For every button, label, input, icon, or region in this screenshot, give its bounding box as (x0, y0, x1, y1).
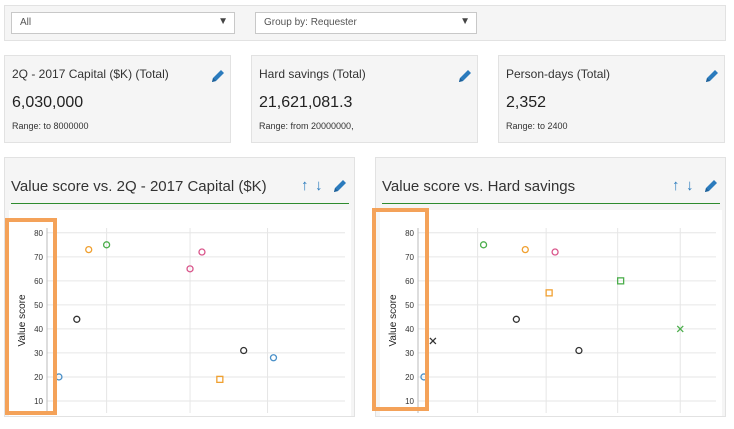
title-rule (382, 203, 720, 204)
pencil-icon[interactable] (457, 68, 473, 84)
kpi-value: 6,030,000 (12, 94, 84, 111)
y-tick-label: 30 (34, 349, 43, 358)
data-point (85, 245, 93, 254)
scope-select-value: All (20, 17, 32, 28)
kpi-value: 2,352 (506, 94, 547, 111)
data-point (240, 346, 248, 355)
y-axis-label: Value score (17, 294, 28, 347)
data-point (551, 248, 559, 256)
arrow-up-icon[interactable]: ↑ (672, 177, 680, 194)
y-tick-label: 10 (34, 397, 43, 406)
plot-background (9, 210, 351, 416)
kpi-range: Range: from 20000000, (259, 121, 354, 131)
arrow-up-icon[interactable]: ↑ (301, 177, 309, 194)
data-point (73, 315, 81, 323)
kpi-card-capital: 2Q - 2017 Capital ($K) (Total) 6,030,000… (4, 55, 231, 143)
y-tick-label: 10 (405, 397, 414, 406)
kpi-range: Range: to 8000000 (12, 121, 89, 131)
scatter-chart-hard-savings: 10 20 30 40 50 60 70 80 Value score (388, 228, 716, 413)
data-point (512, 315, 520, 323)
arrow-down-icon[interactable]: ↓ (686, 177, 694, 194)
data-point (429, 337, 437, 345)
y-tick-label: 50 (405, 301, 414, 310)
data-point (198, 248, 206, 256)
data-point (216, 375, 224, 384)
y-axis-label: Value score (388, 294, 399, 347)
y-tick-label: 80 (405, 229, 414, 238)
kpi-title: Hard savings (Total) (259, 67, 366, 81)
y-tick-label: 40 (405, 325, 414, 334)
data-point (545, 289, 553, 297)
y-tick-label: 50 (34, 301, 43, 310)
chart-title: Value score vs. 2Q - 2017 Capital ($K) (11, 178, 267, 195)
group-by-select-value: Group by: Requester (264, 17, 357, 28)
title-rule (11, 203, 349, 204)
data-point (102, 241, 111, 249)
y-tick-label: 60 (405, 277, 414, 286)
data-point (521, 245, 529, 254)
highlight-box (372, 208, 429, 411)
y-tick-label: 70 (34, 253, 43, 262)
pencil-icon[interactable] (704, 68, 720, 84)
chart-panel-capital: Value score vs. 2Q - 2017 Capital ($K) ↑… (4, 157, 355, 417)
data-point (479, 241, 488, 249)
plot-background (380, 210, 722, 416)
kpi-range: Range: to 2400 (506, 121, 568, 131)
data-point (616, 277, 625, 285)
chart-title: Value score vs. Hard savings (382, 178, 576, 195)
dropdown-arrow-icon: ▼ (218, 16, 228, 27)
kpi-value: 21,621,081.3 (259, 94, 353, 111)
y-tick-label: 80 (34, 229, 43, 238)
pencil-icon[interactable] (210, 68, 226, 84)
scatter-chart-capital: 10 20 30 40 50 60 70 80 Value score (17, 228, 345, 413)
chart-panel-hard-savings: Value score vs. Hard savings ↑ ↓ 10 20 30 4… (375, 157, 726, 417)
data-point-stroke (676, 325, 684, 333)
filter-bar: All ▼ Group by: Requester ▼ (4, 5, 726, 41)
data-point (269, 354, 278, 362)
kpi-card-hard-savings: Hard savings (Total) 21,621,081.3 Range:… (251, 55, 478, 143)
kpi-title: Person-days (Total) (506, 67, 611, 81)
data-point-stroke (429, 337, 437, 345)
pencil-icon[interactable] (332, 178, 348, 194)
kpi-card-person-days: Person-days (Total) 2,352 Range: to 2400 (498, 55, 725, 143)
y-tick-label: 40 (34, 325, 43, 334)
data-point (575, 346, 583, 355)
pencil-icon[interactable] (703, 178, 719, 194)
group-by-select[interactable]: Group by: Requester ▼ (255, 12, 477, 34)
arrow-down-icon[interactable]: ↓ (315, 177, 323, 194)
y-tick-label: 20 (34, 373, 43, 382)
dropdown-arrow-icon: ▼ (460, 16, 470, 27)
scope-select[interactable]: All ▼ (11, 12, 235, 34)
highlight-box (5, 218, 57, 415)
y-tick-label: 20 (405, 373, 414, 382)
kpi-title: 2Q - 2017 Capital ($K) (Total) (12, 67, 169, 81)
y-tick-label: 60 (34, 277, 43, 286)
data-point (186, 265, 194, 273)
data-point (676, 325, 684, 333)
y-tick-label: 30 (405, 349, 414, 358)
y-tick-label: 70 (405, 253, 414, 262)
